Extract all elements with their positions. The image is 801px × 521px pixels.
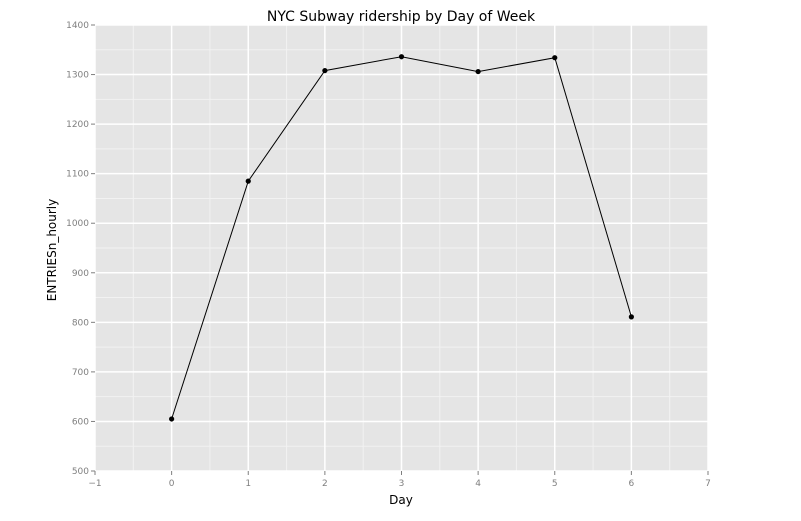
data-point xyxy=(475,68,481,75)
y-tick-label: 1400 xyxy=(66,21,89,31)
y-tick-label: 1300 xyxy=(66,71,89,81)
major-gridlines xyxy=(94,24,709,472)
x-tick-label: 3 xyxy=(399,479,405,489)
x-tick-label: 7 xyxy=(705,479,711,489)
y-tick-label: 1200 xyxy=(66,120,89,130)
y-axis-label: ENTRIESn_hourly xyxy=(45,199,59,302)
y-tick-label: 500 xyxy=(72,467,89,477)
x-tick-label: 1 xyxy=(245,479,251,489)
x-axis-label: Day xyxy=(389,493,413,507)
y-tick-label: 600 xyxy=(72,417,89,427)
y-tick-label: 900 xyxy=(72,269,89,279)
x-tick-label: 5 xyxy=(552,479,558,489)
data-point xyxy=(398,54,405,60)
data-point xyxy=(322,67,328,74)
data-point xyxy=(552,55,558,61)
chart-title: NYC Subway ridership by Day of Week xyxy=(267,9,536,25)
y-tick-label: 800 xyxy=(72,318,89,328)
series-layer xyxy=(169,54,634,422)
y-tick-label: 1100 xyxy=(66,170,89,180)
y-tick-label: 1000 xyxy=(66,219,89,229)
x-tick-label: −1 xyxy=(88,479,101,489)
x-tick-label: 2 xyxy=(322,479,328,489)
y-axis: 500 600 700 800 900 1000 1100 1200 1300 1400 xyxy=(66,21,95,477)
x-tick-label: 0 xyxy=(169,479,175,489)
x-tick-label: 6 xyxy=(629,479,635,489)
x-tick-label: 4 xyxy=(475,479,481,489)
data-point xyxy=(169,416,175,422)
data-point xyxy=(628,314,634,320)
data-point xyxy=(245,178,251,184)
y-tick-label: 700 xyxy=(72,368,89,378)
x-axis: −1 0 1 2 3 4 5 6 7 xyxy=(88,471,711,489)
